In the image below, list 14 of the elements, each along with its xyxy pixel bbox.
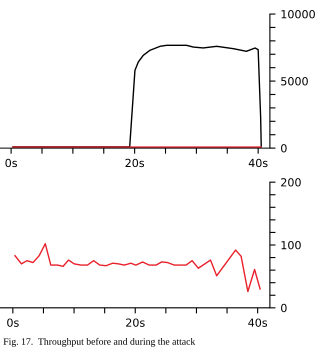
x-tick-label: 40s (248, 158, 268, 168)
x-tick-label: 0s (5, 158, 18, 168)
y-tick-label: 5000 (281, 77, 308, 86)
y-tick-label: 10000 (282, 10, 315, 18)
y-tick-label: 100 (282, 240, 301, 250)
x-tick-label: 20s (125, 158, 144, 168)
x-tick-label: 40s (248, 318, 268, 327)
line-series (14, 243, 261, 292)
y-tick-label: 0 (281, 304, 287, 312)
y-tick-label: 200 (281, 178, 301, 187)
caption: Fig. 17. Throughput before and during the attack (4, 338, 196, 347)
y-tick-label: 0 (281, 144, 287, 152)
x-tick-label: 0s (7, 318, 19, 327)
x-tick-label: 20s (126, 318, 145, 327)
